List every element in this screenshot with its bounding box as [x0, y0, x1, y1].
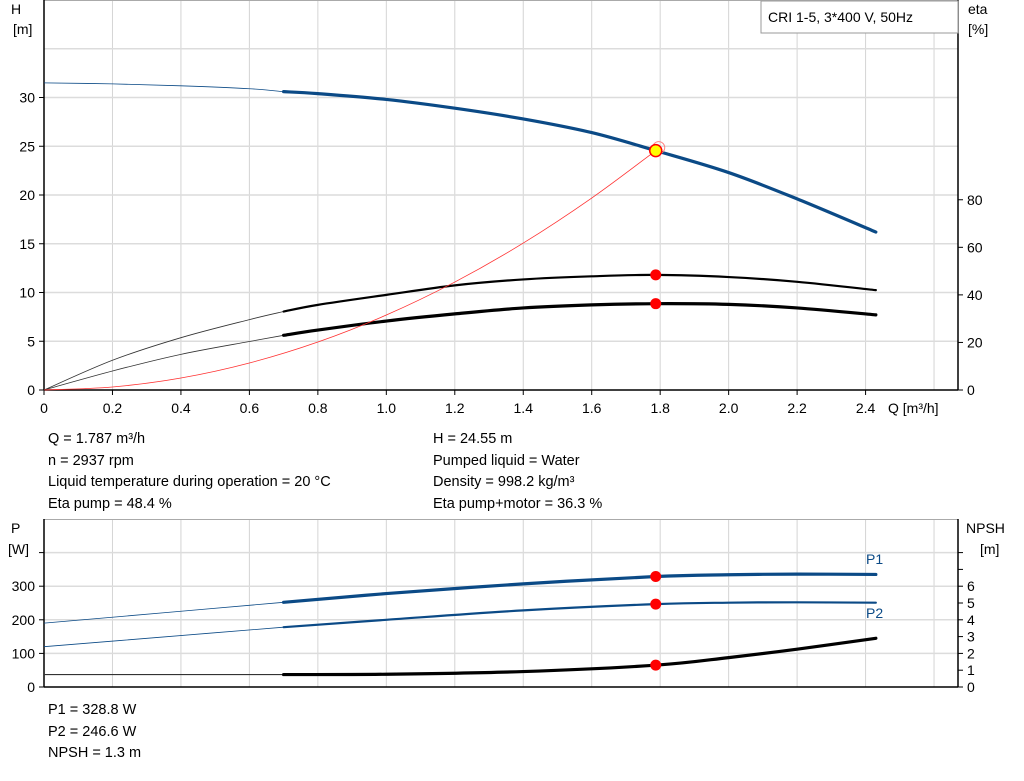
h-tick-label: 5: [27, 333, 35, 349]
h-tick-label: 30: [19, 90, 35, 106]
h-axis-name: H: [11, 1, 21, 17]
info-bottom: P1 = 328.8 W P2 = 246.6 W NPSH = 1.3 m: [48, 700, 141, 765]
npsh-tick-label: 0: [967, 679, 975, 695]
curves: [43, 82, 878, 677]
x-tick-label: 0: [40, 400, 48, 416]
p1-curve: [282, 572, 878, 604]
info-liquid: Pumped liquid = Water: [433, 452, 580, 469]
duty-point-h: [648, 143, 663, 158]
p1-series-label: P1: [866, 551, 883, 567]
info-npsh: NPSH = 1.3 m: [48, 745, 142, 761]
info-right-column: H = 24.55 m Pumped liquid = Water Densit…: [433, 429, 602, 515]
eta-axis-unit: [%]: [968, 21, 988, 37]
info-temperature: Liquid temperature during operation = 20…: [48, 474, 331, 490]
info-flow: Q = 1.787 m³/h: [48, 431, 146, 447]
x-tick-label: 1.8: [650, 400, 670, 416]
p-tick-label: 200: [12, 612, 36, 628]
duty-point-eta-pump: [650, 269, 662, 281]
x-tick-label: 0.4: [171, 400, 191, 416]
npsh-axis-name: NPSH: [966, 520, 1005, 536]
x-tick-label: 1.6: [582, 400, 602, 416]
x-tick-label: 1.4: [514, 400, 534, 416]
eta-pump-curve-extended: [43, 311, 284, 391]
duty-point-p1: [650, 571, 662, 583]
npsh-tick-label: 5: [967, 595, 975, 611]
npsh-curve: [282, 636, 878, 677]
duty-point-eta-pump-motor: [650, 298, 662, 310]
h-axis-unit: [m]: [13, 21, 32, 37]
duty-point-p2: [650, 598, 662, 610]
eta-tick-label: 20: [967, 334, 983, 350]
info-density: Density = 998.2 kg/m³: [433, 474, 575, 490]
duty-point-npsh: [650, 659, 662, 671]
p-tick-label: 0: [27, 679, 35, 695]
p-axis-name: P: [11, 520, 20, 536]
info-speed: n = 2937 rpm: [48, 452, 134, 469]
info-head: H = 24.55 m: [433, 431, 513, 447]
h-tick-label: 10: [19, 285, 35, 301]
info-p1: P1 = 328.8 W: [48, 702, 137, 718]
title-box: [760, 0, 959, 34]
info-eta-pump-motor: Eta pump+motor = 36.3 %: [433, 495, 603, 512]
h-curve: [282, 90, 878, 234]
p-tick-label: 300: [12, 578, 36, 594]
npsh-tick-label: 6: [967, 578, 975, 594]
duty-points: [648, 141, 666, 671]
p-axis-unit: [W]: [8, 541, 29, 557]
p2-curve: [282, 601, 877, 629]
p1-curve-extended: [43, 601, 284, 624]
q-axis-label: Q [m³/h]: [888, 400, 939, 416]
x-tick-label: 2.0: [719, 400, 739, 416]
info-left-column: Q = 1.787 m³/h n = 2937 rpm Liquid tempe…: [48, 429, 331, 515]
p-tick-label: 100: [12, 645, 36, 661]
h-tick-label: 15: [19, 236, 35, 252]
eta-axis-name: eta: [968, 1, 988, 17]
h-tick-label: 20: [19, 187, 35, 203]
info-eta-pump: Eta pump = 48.4 %: [48, 495, 172, 512]
npsh-tick-label: 2: [967, 645, 975, 661]
eta-tick-label: 60: [967, 239, 983, 255]
chart-title: CRI 1-5, 3*400 V, 50Hz: [768, 9, 913, 25]
system-curve: [43, 150, 656, 391]
bottom-chart-grid: [43, 519, 959, 688]
info-p2: P2 = 246.6 W: [48, 723, 137, 740]
x-tick-label: 0.2: [103, 400, 123, 416]
x-tick-label: 2.4: [856, 400, 876, 416]
npsh-axis-unit: [m]: [980, 541, 999, 557]
h-curve-extended: [43, 82, 284, 93]
npsh-tick-label: 1: [967, 662, 975, 678]
eta-pump-curve: [282, 273, 877, 313]
eta-tick-label: 0: [967, 382, 975, 398]
h-tick-label: 25: [19, 138, 35, 154]
eta-tick-label: 40: [967, 287, 983, 303]
npsh-tick-label: 4: [967, 612, 975, 628]
h-tick-label: 0: [27, 382, 35, 398]
x-tick-label: 2.2: [787, 400, 807, 416]
x-tick-label: 0.6: [240, 400, 260, 416]
p2-curve-extended: [43, 626, 284, 648]
npsh-tick-label: 3: [967, 629, 975, 645]
x-tick-label: 1.0: [377, 400, 397, 416]
tick-labels: 0 0.2 0.4 0.6 0.8 1.0 1.2 1.4 1.6 1.8 2.0 2.2 2.4 0 5 1…: [12, 90, 983, 696]
eta-tick-label: 80: [967, 192, 983, 208]
eta-pump-motor-curve: [282, 302, 878, 337]
eta-pump-motor-curve-extended: [43, 334, 284, 391]
x-tick-label: 0.8: [308, 400, 328, 416]
p2-series-label: P2: [866, 605, 883, 621]
top-chart-grid: [43, 0, 959, 391]
x-tick-label: 1.2: [445, 400, 465, 416]
